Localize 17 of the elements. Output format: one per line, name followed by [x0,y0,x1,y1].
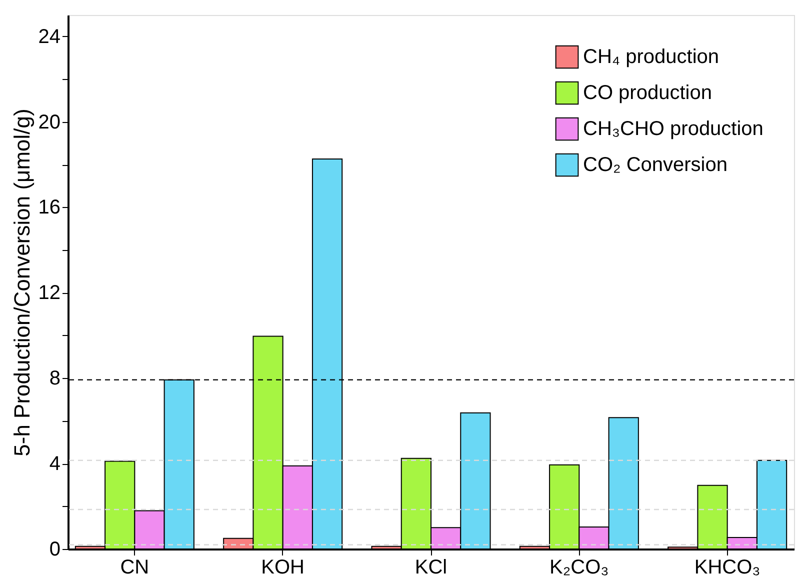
x-tick-label: KHCO₃ [694,556,760,578]
legend-label: CH₃CHO production [583,118,764,140]
x-tick-label: K₂CO₃ [550,556,609,578]
x-tick-label: KCl [414,556,448,578]
y-tick-label: 16 [38,196,60,219]
legend-label: CH₄ production [583,46,720,68]
y-tick-label: 0 [49,538,60,560]
y-tick-label: 20 [38,111,60,134]
y-tick-label: 24 [38,26,60,48]
y-tick-label: 4 [49,453,60,476]
y-tick-label: 8 [49,368,60,390]
x-tick-label: KOH [261,556,305,578]
x-tick-label: CN [120,556,150,578]
legend-label: CO production [583,82,712,104]
legend-label: CO₂ Conversion [583,154,728,176]
y-axis-title: 5-h Production/Conversion (μmol/g) [9,108,34,456]
y-tick-label: 12 [38,282,60,304]
